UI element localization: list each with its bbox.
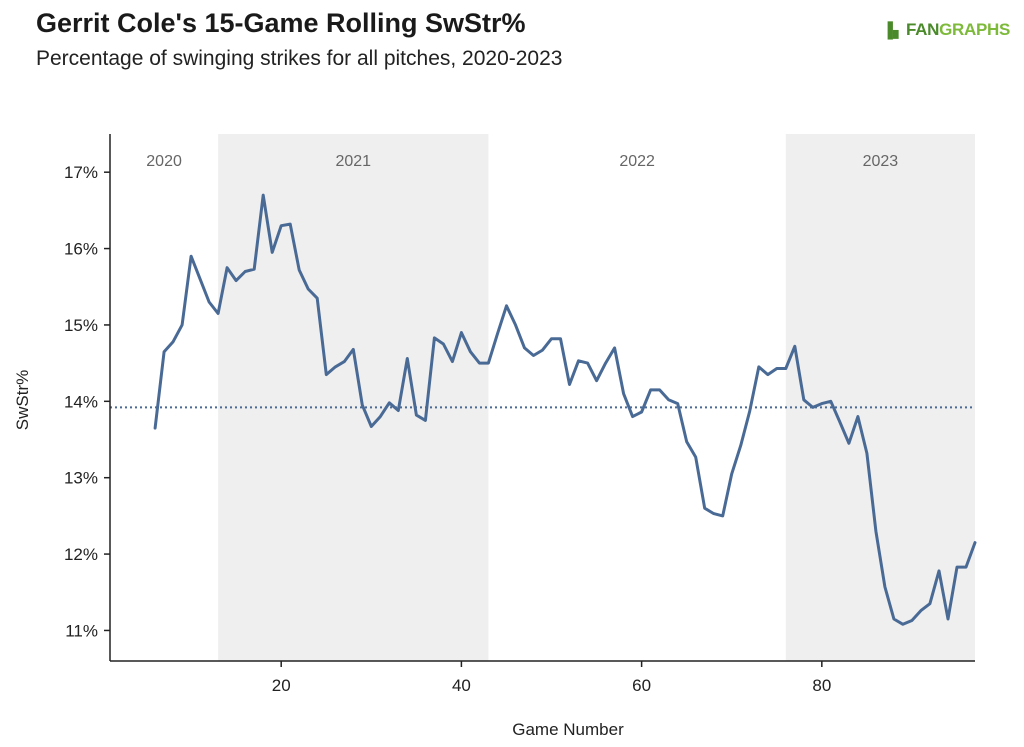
season-band-2023 xyxy=(785,134,975,661)
y-axis-ticks: 11% 12% 13% 14% 15% 16% 17% xyxy=(64,163,110,640)
axes xyxy=(109,134,975,662)
season-label-2022: 2022 xyxy=(619,153,655,170)
logo-graphs-text: GRAPHS xyxy=(939,20,1010,39)
x-axis-title: Game Number xyxy=(512,720,624,739)
season-label-2020: 2020 xyxy=(146,153,182,170)
y-tick-label: 14% xyxy=(64,392,98,411)
y-tick-label: 17% xyxy=(64,163,98,182)
y-tick-label: 12% xyxy=(64,545,98,564)
series-line-0 xyxy=(153,193,977,626)
chart-subtitle: Percentage of swinging strikes for all p… xyxy=(36,47,563,70)
season-bands xyxy=(218,134,975,661)
logo-fan-text: FAN xyxy=(905,20,940,39)
x-tick-label: 40 xyxy=(452,676,471,695)
season-labels: 2020 2021 2022 2023 xyxy=(146,153,898,170)
y-tick-label: 13% xyxy=(64,469,98,488)
y-axis-title: SwStr% xyxy=(13,370,32,430)
x-tick-label: 80 xyxy=(812,676,831,695)
chart-title: Gerrit Cole's 15-Game Rolling SwStr% xyxy=(36,8,526,38)
series-group xyxy=(153,193,977,626)
fangraphs-logo-icon: ▐▖ xyxy=(882,22,904,39)
y-tick-label: 16% xyxy=(64,240,98,259)
season-band-2021 xyxy=(218,134,489,661)
x-axis-ticks: 20 40 60 80 xyxy=(272,661,831,695)
y-tick-label: 11% xyxy=(65,621,98,640)
x-tick-label: 60 xyxy=(632,676,651,695)
season-label-2021: 2021 xyxy=(335,153,371,170)
season-label-2023: 2023 xyxy=(863,153,899,170)
x-tick-label: 20 xyxy=(272,676,291,695)
fangraphs-logo: ▐▖ FAN GRAPHS xyxy=(882,20,1010,40)
y-tick-label: 15% xyxy=(64,316,98,335)
